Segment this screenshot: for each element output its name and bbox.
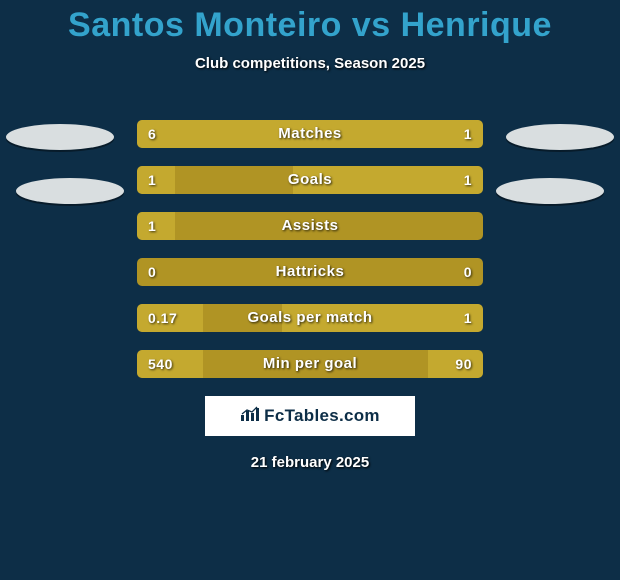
- bar-left-fill: [137, 120, 403, 148]
- bar-track: [137, 166, 483, 194]
- value-right: 90: [455, 350, 472, 378]
- bar-track: [137, 120, 483, 148]
- page-title: Santos Monteiro vs Henrique: [0, 0, 620, 45]
- stat-row: 0.171Goals per match: [0, 304, 620, 332]
- value-right: 0: [464, 258, 472, 286]
- stats-container: 61Matches11Goals1Assists00Hattricks0.171…: [0, 120, 620, 378]
- chart-icon: [240, 406, 260, 427]
- bar-track: [137, 258, 483, 286]
- value-left: 540: [148, 350, 173, 378]
- value-left: 0.17: [148, 304, 177, 332]
- bar-track: [137, 304, 483, 332]
- bar-right-fill: [293, 166, 483, 194]
- logo-box: FcTables.com: [205, 396, 415, 436]
- logo-text: FcTables.com: [264, 406, 380, 426]
- value-right: 1: [464, 304, 472, 332]
- value-left: 1: [148, 166, 156, 194]
- footer-date: 21 february 2025: [0, 454, 620, 471]
- stat-row: 1Assists: [0, 212, 620, 240]
- bar-right-fill: [282, 304, 483, 332]
- value-right: 1: [464, 166, 472, 194]
- value-left: 0: [148, 258, 156, 286]
- stat-row: 61Matches: [0, 120, 620, 148]
- value-left: 1: [148, 212, 156, 240]
- subtitle: Club competitions, Season 2025: [0, 55, 620, 72]
- bar-track: [137, 350, 483, 378]
- stat-row: 00Hattricks: [0, 258, 620, 286]
- stat-row: 54090Min per goal: [0, 350, 620, 378]
- value-right: 1: [464, 120, 472, 148]
- stat-row: 11Goals: [0, 166, 620, 194]
- bar-track: [137, 212, 483, 240]
- value-left: 6: [148, 120, 156, 148]
